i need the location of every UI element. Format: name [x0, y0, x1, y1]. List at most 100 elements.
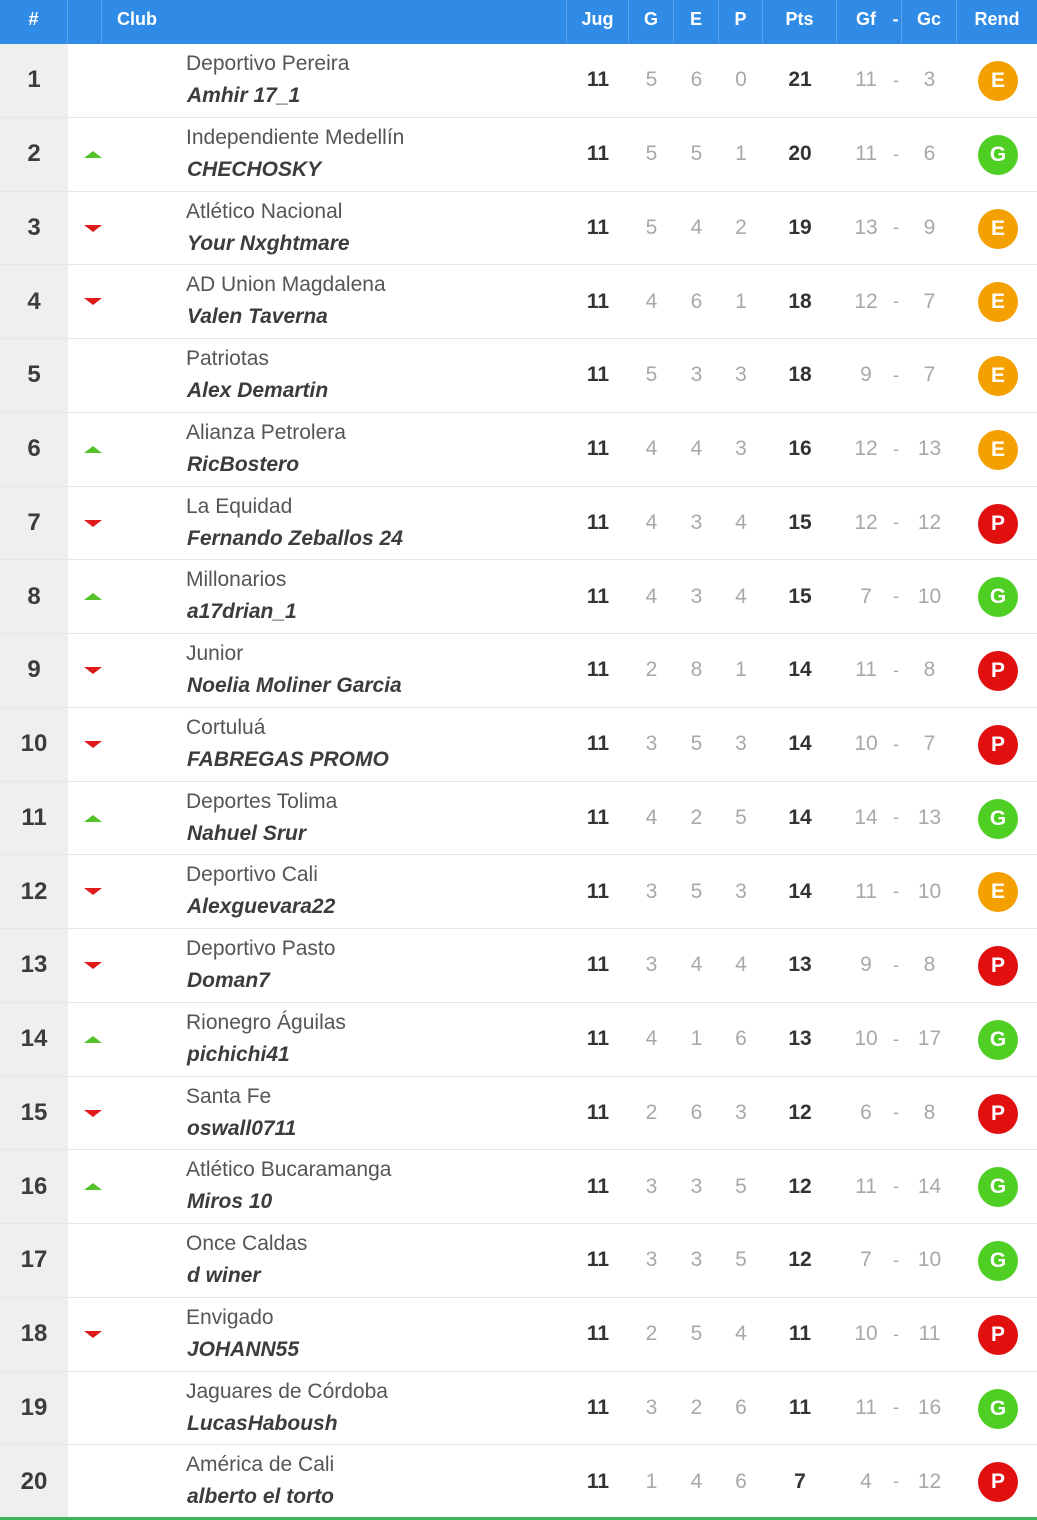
header-goals-against[interactable]: Gc	[902, 0, 957, 44]
player-name[interactable]: CHECHOSKY	[187, 157, 322, 181]
table-row[interactable]: 11 Deportes Tolima Nahuel Srur 11 4 2 5 14 14-13…	[0, 781, 1037, 856]
header-club[interactable]: Club	[102, 0, 567, 44]
player-name[interactable]: Amhir 17_1	[187, 84, 301, 107]
player-name[interactable]: LucasHaboush	[187, 1411, 338, 1435]
player-name[interactable]: alberto el torto	[187, 1485, 335, 1509]
table-row[interactable]: 17 Once Caldas d winer 11 3 3 5 12 7-10 G	[0, 1224, 1037, 1298]
club-name[interactable]: Alianza Petrolera	[186, 420, 346, 444]
table-row[interactable]: 3 Atlético Nacional Your Nxghtmare 11 5 4 2 19 1…	[0, 191, 1037, 266]
header-won[interactable]: G	[629, 0, 674, 44]
performance-badge[interactable]: P	[978, 1314, 1018, 1355]
performance-badge[interactable]: P	[978, 503, 1018, 544]
header-played[interactable]: Jug	[567, 0, 629, 44]
player-name[interactable]: Doman7	[187, 969, 270, 992]
player-name[interactable]: pichichi41	[187, 1042, 290, 1066]
performance-badge[interactable]: P	[978, 946, 1018, 986]
performance-badge[interactable]: E	[978, 356, 1018, 396]
player-name[interactable]: Valen Taverna	[187, 305, 328, 329]
player-name[interactable]: JOHANN55	[187, 1337, 300, 1361]
player-name[interactable]: Miros 10	[187, 1190, 273, 1214]
club-name[interactable]: Rionegro Águilas	[186, 1010, 346, 1034]
player-name[interactable]: a17drian_1	[187, 600, 297, 624]
club-name[interactable]: Deportes Tolima	[186, 789, 338, 813]
club-name[interactable]: Cortuluá	[186, 715, 266, 739]
table-row[interactable]: 4 AD Union Magdalena Valen Taverna 11 4 6 1 18 1…	[0, 265, 1037, 339]
club-name[interactable]: América de Cali	[186, 1453, 335, 1477]
wins: 3	[645, 1248, 658, 1272]
performance-badge[interactable]: G	[978, 577, 1018, 618]
player-name[interactable]: oswall0711	[187, 1116, 297, 1140]
points: 18	[788, 363, 812, 387]
table-row[interactable]: 10 Cortuluá FABREGAS PROMO 11 3 5 3 14 10-7 P	[0, 707, 1037, 782]
performance-badge[interactable]: E	[978, 61, 1018, 101]
performance-badge[interactable]: P	[978, 724, 1018, 765]
player-name[interactable]: FABREGAS PROMO	[187, 747, 389, 771]
table-row[interactable]: 19 Jaguares de Córdoba LucasHaboush 11 3 2 6 11…	[0, 1371, 1037, 1446]
table-row[interactable]: 16 Atlético Bucaramanga Miros 10 11 3 3 5 12 11-…	[0, 1150, 1037, 1224]
club-name[interactable]: La Equidad	[186, 494, 293, 518]
club-name[interactable]: Once Caldas	[186, 1232, 308, 1255]
player-name[interactable]: Alex Demartin	[187, 379, 329, 402]
club-name[interactable]: Deportivo Pereira	[186, 52, 350, 75]
table-row[interactable]: 15 Santa Fe oswall0711 11 2 6 3 12 6-8 P	[0, 1076, 1037, 1151]
player-name[interactable]: Nahuel Srur	[187, 821, 307, 845]
performance-badge[interactable]: E	[978, 282, 1018, 323]
goals-for: 11	[855, 879, 877, 903]
header-lost[interactable]: P	[719, 0, 763, 44]
goals-separator: -	[893, 1471, 899, 1492]
table-row[interactable]: 20 América de Cali alberto el torto 11 1 4 6 7 4…	[0, 1445, 1037, 1519]
player-name[interactable]: Alexguevara22	[187, 895, 336, 919]
performance-badge[interactable]: P	[978, 1093, 1018, 1134]
club-name[interactable]: Junior	[186, 642, 244, 665]
wins: 5	[645, 142, 658, 166]
matches-played: 11	[586, 1100, 610, 1124]
losses: 4	[735, 510, 747, 534]
table-row[interactable]: 14 Rionegro Águilas pichichi41 11 4 1 6 13 10-17…	[0, 1002, 1037, 1077]
performance-badge[interactable]: P	[978, 1462, 1018, 1503]
club-name[interactable]: Independiente Medellín	[186, 125, 405, 149]
performance-badge[interactable]: E	[978, 872, 1018, 913]
header-points[interactable]: Pts	[763, 0, 837, 44]
performance-badge[interactable]: G	[978, 798, 1018, 839]
player-name[interactable]: RicBostero	[187, 452, 300, 476]
club-name[interactable]: Millonarios	[186, 568, 287, 592]
player-name[interactable]: Your Nxghtmare	[187, 231, 350, 255]
performance-badge[interactable]: G	[978, 1019, 1018, 1060]
player-name[interactable]: d winer	[187, 1264, 261, 1287]
header-performance[interactable]: Rend	[974, 9, 1020, 29]
performance-badge[interactable]: P	[978, 651, 1018, 691]
club-name[interactable]: Atlético Bucaramanga	[186, 1158, 392, 1182]
header-drawn[interactable]: E	[674, 0, 719, 44]
performance-badge[interactable]: G	[978, 1167, 1018, 1208]
player-name[interactable]: Fernando Zeballos 24	[187, 526, 403, 550]
table-row[interactable]: 8 Millonarios a17drian_1 11 4 3 4 15 7-10 G	[0, 560, 1037, 634]
table-row[interactable]: 12 Deportivo Cali Alexguevara22 11 3 5 3 14 11-1…	[0, 855, 1037, 929]
table-row[interactable]: 2 Independiente Medellín CHECHOSKY 11 5 5 1 20 1…	[0, 117, 1037, 192]
wins: 3	[645, 879, 658, 903]
table-row[interactable]: 13 Deportivo Pasto Doman7 11 3 4 4 13 9- 8 P	[0, 929, 1037, 1003]
club-name[interactable]: AD Union Magdalena	[186, 273, 386, 297]
club-name[interactable]: Patriotas	[186, 347, 269, 370]
table-row[interactable]: 9 Junior Noelia Moliner Garcia 11 2 8 1 14 11-8 P	[0, 634, 1037, 708]
performance-badge[interactable]: G	[978, 1388, 1018, 1429]
goals-for: 11	[855, 68, 877, 92]
table-row[interactable]: 5 Patriotas Alex Demartin 11 5 3 3 18 9- 7 E	[0, 339, 1037, 413]
club-name[interactable]: Deportivo Pasto	[186, 937, 336, 960]
matches-played: 11	[586, 510, 610, 534]
table-row[interactable]: 18 Envigado JOHANN55 11 2 5 4 11 10-11 P	[0, 1297, 1037, 1372]
performance-badge[interactable]: G	[978, 134, 1018, 175]
player-name[interactable]: Noelia Moliner Garcia	[187, 674, 402, 697]
club-name[interactable]: Santa Fe	[186, 1084, 272, 1108]
table-row[interactable]: 6 Alianza Petrolera RicBostero 11 4 4 3 16 12-13…	[0, 412, 1037, 487]
club-name[interactable]: Envigado	[186, 1305, 274, 1329]
performance-badge[interactable]: G	[978, 1241, 1018, 1281]
performance-badge[interactable]: E	[978, 208, 1018, 249]
table-row[interactable]: 1 Deportivo Pereira Amhir 17_1 11 5 6 0 21 11-3 E	[0, 44, 1037, 118]
performance-badge[interactable]: E	[978, 429, 1018, 470]
club-name[interactable]: Jaguares de Córdoba	[186, 1379, 388, 1403]
header-position[interactable]: #	[0, 0, 68, 44]
table-row[interactable]: 7 La Equidad Fernando Zeballos 24 11 4 3 4 15 12…	[0, 486, 1037, 561]
header-goals-for[interactable]: Gf	[856, 9, 876, 29]
club-name[interactable]: Deportivo Cali	[186, 863, 318, 887]
club-name[interactable]: Atlético Nacional	[186, 199, 343, 223]
